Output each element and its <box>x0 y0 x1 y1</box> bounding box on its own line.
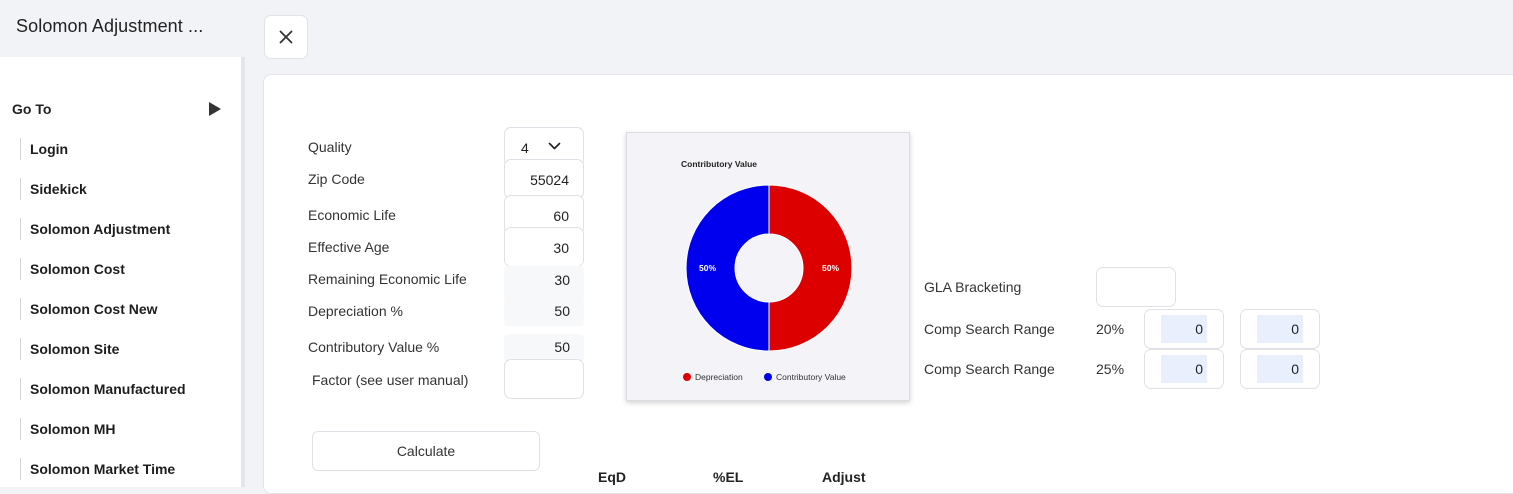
comp-search-percent: 25% <box>1096 361 1125 377</box>
depreciation-label: Depreciation % <box>308 303 403 319</box>
app-title: Solomon Adjustment ... <box>16 16 204 36</box>
comp-search-high-input[interactable]: 0 <box>1240 309 1320 349</box>
quality-value: 4 <box>521 140 529 156</box>
legend-label[interactable]: Depreciation <box>695 372 743 382</box>
legend-marker <box>683 373 691 381</box>
sidebar-item-login[interactable]: Login <box>20 138 68 160</box>
chart-title: Contributory Value <box>681 159 757 169</box>
economic-life-label: Economic Life <box>308 207 396 223</box>
column-header-el: %EL <box>713 469 744 485</box>
legend-label[interactable]: Contributory Value <box>776 372 846 382</box>
donut-chart: Contributory Value 50% 50% Depreciation Co… <box>681 159 853 382</box>
comp-search-range-label: Comp Search Range <box>924 321 1055 337</box>
contributory-value-chart: Contributory Value 50% 50% Depreciation Co… <box>626 132 910 401</box>
comp-search-low-value: 0 <box>1161 355 1207 383</box>
legend-marker <box>764 373 772 381</box>
sidebar-item-solomon-adjustment[interactable]: Solomon Adjustment <box>20 218 170 240</box>
contributory-field: 50 <box>504 334 584 362</box>
slice-label: 50% <box>822 263 839 273</box>
goto-label: Go To <box>12 101 52 117</box>
comp-search-low-value: 0 <box>1161 315 1207 343</box>
remaining-life-field: 30 <box>504 266 584 300</box>
factor-input[interactable] <box>504 359 584 399</box>
sidebar-item-solomon-mh[interactable]: Solomon MH <box>20 418 116 440</box>
column-header-adjust: Adjust <box>822 469 866 485</box>
donut-slice-depreciation[interactable] <box>768 184 853 352</box>
factor-label: Factor (see user manual) <box>312 372 469 388</box>
sidebar: Go To Login Sidekick Solomon Adjustment … <box>0 57 241 487</box>
gla-bracketing-input[interactable] <box>1096 267 1176 307</box>
contributory-label: Contributory Value % <box>308 339 440 355</box>
sidebar-scrollbar[interactable] <box>241 57 245 487</box>
comp-search-high-value: 0 <box>1257 315 1303 343</box>
play-arrow-icon[interactable] <box>208 101 222 117</box>
zip-code-value: 55024 <box>530 172 569 188</box>
sidebar-item-solomon-cost-new[interactable]: Solomon Cost New <box>20 298 158 320</box>
slice-label: 50% <box>699 263 716 273</box>
sidebar-item-solomon-market-time[interactable]: Solomon Market Time <box>20 458 175 480</box>
effective-age-value: 30 <box>553 240 569 256</box>
zip-code-label: Zip Code <box>308 171 365 187</box>
donut-slice-contributory-value[interactable] <box>685 184 770 352</box>
chevron-down-icon <box>548 142 561 150</box>
economic-life-value: 60 <box>553 208 569 224</box>
comp-search-high-value: 0 <box>1257 355 1303 383</box>
comp-search-high-input[interactable]: 0 <box>1240 349 1320 389</box>
gla-bracketing-label: GLA Bracketing <box>924 279 1022 295</box>
close-icon <box>279 30 293 44</box>
comp-search-low-input[interactable]: 0 <box>1144 309 1224 349</box>
sidebar-item-solomon-site[interactable]: Solomon Site <box>20 338 119 360</box>
close-button[interactable] <box>264 15 308 59</box>
sidebar-item-sidekick[interactable]: Sidekick <box>20 178 87 200</box>
depreciation-field: 50 <box>504 298 584 326</box>
comp-search-low-input[interactable]: 0 <box>1144 349 1224 389</box>
zip-code-input[interactable]: 55024 <box>504 159 584 199</box>
effective-age-label: Effective Age <box>308 239 390 255</box>
comp-search-percent: 20% <box>1096 321 1125 337</box>
depreciation-value: 50 <box>554 303 570 319</box>
calculate-button[interactable]: Calculate <box>312 431 540 471</box>
comp-search-range-label: Comp Search Range <box>924 361 1055 377</box>
remaining-life-value: 30 <box>554 272 570 288</box>
quality-label: Quality <box>308 139 352 155</box>
column-header-eqd: EqD <box>598 469 626 485</box>
sidebar-item-solomon-cost[interactable]: Solomon Cost <box>20 258 125 280</box>
effective-age-input[interactable]: 30 <box>504 227 584 267</box>
remaining-life-label: Remaining Economic Life <box>308 271 467 287</box>
contributory-value: 50 <box>554 339 570 355</box>
sidebar-item-solomon-manufactured[interactable]: Solomon Manufactured <box>20 378 186 400</box>
